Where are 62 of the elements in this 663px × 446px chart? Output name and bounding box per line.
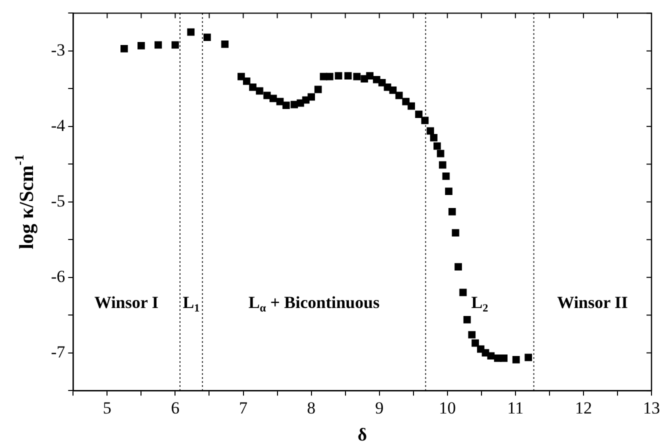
x-tick-label: 10	[438, 398, 456, 418]
point	[415, 110, 422, 118]
point	[378, 78, 386, 86]
point	[468, 331, 476, 338]
point	[314, 86, 322, 94]
point	[344, 72, 352, 80]
point	[436, 150, 444, 158]
point	[221, 40, 229, 48]
x-tick-label: 9	[375, 398, 384, 418]
x-tick-label: 7	[239, 398, 248, 418]
point	[408, 102, 415, 110]
point	[138, 42, 145, 50]
point	[452, 229, 460, 237]
point	[395, 92, 403, 100]
point	[256, 87, 264, 95]
point	[487, 352, 495, 360]
point	[154, 41, 162, 49]
y-tick-label: -5	[50, 191, 66, 210]
point	[454, 263, 462, 270]
point	[448, 208, 456, 216]
point	[524, 354, 532, 362]
x-tick-label: 5	[102, 398, 112, 418]
point	[459, 288, 467, 296]
point	[172, 41, 179, 49]
point	[366, 72, 374, 80]
y-tick-label: -3	[50, 40, 66, 60]
point	[512, 356, 520, 364]
point	[249, 83, 256, 91]
point	[433, 142, 441, 150]
point	[120, 44, 128, 52]
point	[389, 86, 397, 94]
y-tick-label: -4	[50, 116, 66, 135]
point	[426, 127, 434, 135]
point	[334, 72, 342, 80]
point	[430, 134, 438, 142]
point	[308, 93, 315, 101]
point	[242, 77, 250, 85]
point	[238, 72, 245, 80]
y-axis-title: log κ/Scm-1	[11, 154, 38, 250]
point	[326, 72, 334, 80]
point	[463, 316, 471, 324]
annotation: Winsor II	[557, 293, 628, 312]
point	[421, 116, 429, 124]
x-tick-label: 12	[574, 398, 592, 418]
x-tick-label: 11	[507, 398, 524, 418]
point	[270, 94, 277, 102]
point	[500, 354, 508, 362]
x-tick-label: 8	[307, 398, 316, 418]
point	[472, 339, 479, 347]
point	[353, 72, 361, 80]
point	[438, 161, 446, 169]
x-tick-label: 13	[643, 398, 660, 418]
x-tick-label: 6	[170, 398, 180, 418]
point	[442, 172, 450, 180]
y-tick-label: -6	[50, 266, 66, 286]
point	[282, 102, 290, 109]
annotation: Winsor I	[94, 293, 159, 312]
point	[445, 188, 452, 196]
point	[187, 28, 195, 36]
point	[204, 34, 211, 42]
y-tick-label: -7	[50, 342, 66, 362]
x-axis-title: δ	[358, 424, 368, 445]
